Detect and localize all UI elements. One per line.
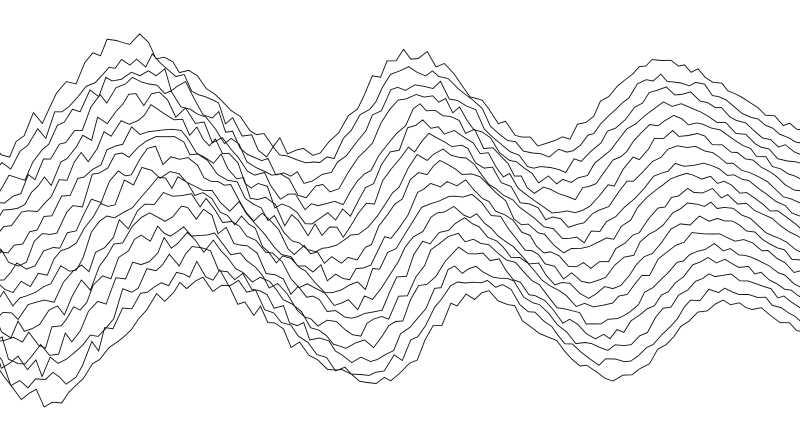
wave-line [0, 68, 800, 192]
wave-line [0, 136, 800, 267]
wave-line [0, 91, 800, 217]
wave-line [0, 166, 800, 294]
wave-line [0, 126, 800, 254]
wave-line [0, 33, 800, 158]
wave-line [0, 205, 800, 339]
wave-line [0, 260, 800, 389]
wave-line [0, 231, 800, 365]
wave-line [0, 176, 800, 307]
wave-line [0, 103, 800, 232]
wave-line [0, 145, 800, 281]
wave-line [0, 246, 800, 378]
wave-line [0, 76, 800, 204]
wave-line [0, 276, 800, 408]
wave-line [0, 191, 800, 321]
wave-line [0, 225, 800, 349]
wave-line [0, 53, 800, 170]
